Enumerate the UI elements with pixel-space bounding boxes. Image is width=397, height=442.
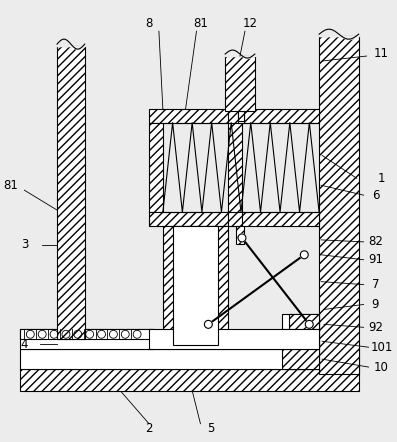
Text: 81: 81 <box>3 179 18 192</box>
Text: 91: 91 <box>368 253 383 266</box>
Text: 7: 7 <box>372 278 379 291</box>
Text: 3: 3 <box>21 238 28 251</box>
Text: 8: 8 <box>145 17 153 30</box>
Bar <box>281 314 319 329</box>
Bar <box>20 329 154 349</box>
Bar <box>289 314 319 329</box>
Text: 101: 101 <box>370 341 393 354</box>
Text: 82: 82 <box>368 236 383 248</box>
Bar <box>238 110 244 121</box>
Bar <box>149 109 319 122</box>
Bar <box>281 329 319 349</box>
Bar <box>319 36 358 374</box>
Bar <box>149 329 319 349</box>
Circle shape <box>300 251 308 259</box>
Bar <box>225 56 255 110</box>
Text: 6: 6 <box>372 189 379 202</box>
Bar <box>281 349 319 369</box>
Bar <box>175 228 216 343</box>
Bar <box>236 226 244 244</box>
Bar <box>238 109 244 122</box>
Text: 1: 1 <box>378 172 385 185</box>
Bar <box>20 329 154 339</box>
Circle shape <box>238 234 246 242</box>
Text: 2: 2 <box>145 422 153 435</box>
Bar <box>20 369 358 391</box>
Text: 81: 81 <box>193 17 208 30</box>
Bar <box>173 226 218 345</box>
Bar <box>20 349 358 369</box>
Text: 11: 11 <box>374 46 389 60</box>
Bar <box>163 226 228 345</box>
Circle shape <box>204 320 212 328</box>
Text: 10: 10 <box>374 361 389 373</box>
Bar <box>149 212 319 226</box>
Bar <box>149 122 163 212</box>
Text: 4: 4 <box>21 338 28 351</box>
Text: 12: 12 <box>243 17 257 30</box>
Bar <box>57 46 85 339</box>
Text: 5: 5 <box>206 422 214 435</box>
Bar <box>228 109 242 226</box>
Text: 92: 92 <box>368 321 383 334</box>
Circle shape <box>305 320 313 328</box>
Text: 9: 9 <box>372 298 379 311</box>
